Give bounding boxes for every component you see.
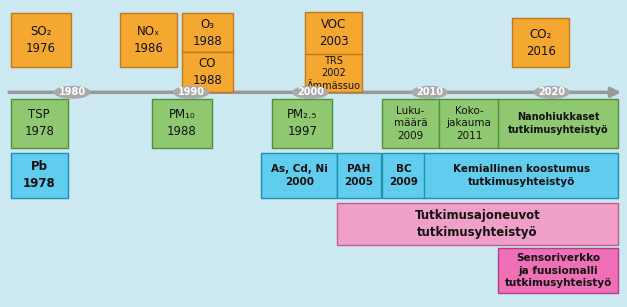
Text: 2000: 2000 [297, 87, 324, 97]
FancyBboxPatch shape [11, 13, 71, 67]
FancyBboxPatch shape [382, 99, 439, 148]
FancyBboxPatch shape [337, 203, 618, 245]
Text: BC
2009: BC 2009 [389, 164, 418, 187]
Text: Tutkimusajoneuvot
tutkimusyhteistyö: Tutkimusajoneuvot tutkimusyhteistyö [414, 209, 540, 239]
FancyBboxPatch shape [305, 12, 362, 55]
FancyBboxPatch shape [272, 99, 332, 148]
Text: TSP
1978: TSP 1978 [24, 108, 54, 138]
FancyBboxPatch shape [305, 54, 362, 92]
Text: SO₂
1976: SO₂ 1976 [26, 25, 56, 55]
Circle shape [293, 87, 328, 98]
FancyBboxPatch shape [120, 13, 177, 67]
Text: CO₂
2016: CO₂ 2016 [526, 28, 556, 57]
Circle shape [412, 87, 447, 98]
Text: VOC
2003: VOC 2003 [319, 18, 349, 48]
Text: O₃
1988: O₃ 1988 [192, 18, 222, 48]
FancyBboxPatch shape [261, 153, 337, 198]
Text: 2020: 2020 [538, 87, 566, 97]
Circle shape [55, 87, 90, 98]
FancyBboxPatch shape [382, 153, 425, 198]
FancyBboxPatch shape [512, 18, 569, 67]
Text: CO
1988: CO 1988 [192, 57, 222, 87]
Text: 1990: 1990 [177, 87, 205, 97]
Text: PM₂.₅
1997: PM₂.₅ 1997 [287, 108, 317, 138]
Text: PM₁₀
1988: PM₁₀ 1988 [167, 108, 197, 138]
Text: 1980: 1980 [58, 87, 86, 97]
FancyBboxPatch shape [182, 52, 233, 92]
Text: NOₓ
1986: NOₓ 1986 [134, 25, 164, 55]
Text: 2010: 2010 [416, 87, 443, 97]
Circle shape [534, 87, 569, 98]
Text: TRS
2002
Ämmässuo: TRS 2002 Ämmässuo [307, 56, 361, 91]
Text: Kemiallinen koostumus
tutkimusyhteistyö: Kemiallinen koostumus tutkimusyhteistyö [453, 164, 590, 187]
Text: PAH
2005: PAH 2005 [344, 164, 374, 187]
Text: Nanohiukkaset
tutkimusyhteistyö: Nanohiukkaset tutkimusyhteistyö [508, 112, 609, 135]
FancyBboxPatch shape [152, 99, 212, 148]
FancyBboxPatch shape [439, 99, 499, 148]
FancyBboxPatch shape [498, 248, 618, 293]
FancyBboxPatch shape [182, 13, 233, 52]
Text: Luku-
määrä
2009: Luku- määrä 2009 [394, 106, 427, 141]
FancyBboxPatch shape [11, 153, 68, 198]
Text: As, Cd, Ni
2000: As, Cd, Ni 2000 [271, 164, 328, 187]
FancyBboxPatch shape [424, 153, 618, 198]
FancyBboxPatch shape [337, 153, 381, 198]
Text: Koko-
jakauma
2011: Koko- jakauma 2011 [446, 106, 492, 141]
Text: Pb
1978: Pb 1978 [23, 160, 56, 190]
Text: Sensoriverkko
ja fuusiomalli
tutkimusyhteistyö: Sensoriverkko ja fuusiomalli tutkimusyht… [505, 253, 612, 288]
Circle shape [174, 87, 209, 98]
FancyBboxPatch shape [11, 99, 68, 148]
FancyBboxPatch shape [498, 99, 618, 148]
